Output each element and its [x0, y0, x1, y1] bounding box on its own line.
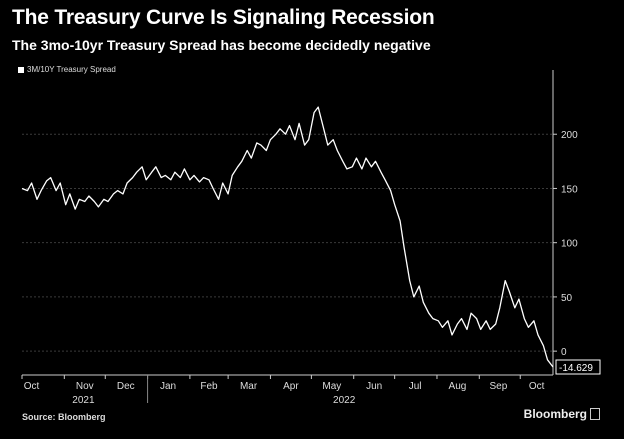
x-tick-label: Oct [24, 381, 40, 392]
legend: 3M/10Y Treasury Spread [18, 65, 116, 74]
x-tick-label: Jul [409, 381, 422, 392]
last-value-label: -14.629 [559, 363, 593, 374]
chart-subtitle: The 3mo-10yr Treasury Spread has become … [12, 37, 431, 53]
year-label-2021: 2021 [72, 395, 95, 406]
series-line-3m10y-spread [21, 106, 554, 368]
y-tick-label: 100 [561, 239, 578, 250]
x-tick-label: May [322, 381, 341, 392]
brand-name: Bloomberg [523, 407, 587, 421]
x-tick-label: Jan [160, 381, 176, 392]
x-tick-label: Apr [283, 381, 299, 392]
y-tick-label: 0 [561, 347, 567, 358]
x-tick-label: Aug [449, 381, 467, 392]
chart-title: The Treasury Curve Is Signaling Recessio… [12, 6, 435, 29]
legend-swatch [18, 66, 24, 73]
x-tick-label: Dec [117, 381, 135, 392]
source-note: Source: Bloomberg [22, 412, 106, 422]
x-tick-label: Jun [366, 381, 382, 392]
y-tick-label: 150 [561, 184, 578, 195]
x-tick-label: Mar [240, 381, 258, 392]
last-value-box [555, 359, 601, 375]
legend-label: 3M/10Y Treasury Spread [27, 65, 116, 74]
y-tick-label: 50 [561, 293, 573, 304]
year-label-2022: 2022 [333, 395, 356, 406]
x-tick-label: Oct [529, 381, 545, 392]
x-tick-label: Nov [76, 381, 94, 392]
x-tick-label: Feb [200, 381, 218, 392]
bloomberg-logo: Bloomberg [524, 407, 600, 421]
y-tick-label: 200 [561, 130, 578, 141]
terminal-icon [590, 408, 600, 420]
x-tick-label: Sep [490, 381, 508, 392]
